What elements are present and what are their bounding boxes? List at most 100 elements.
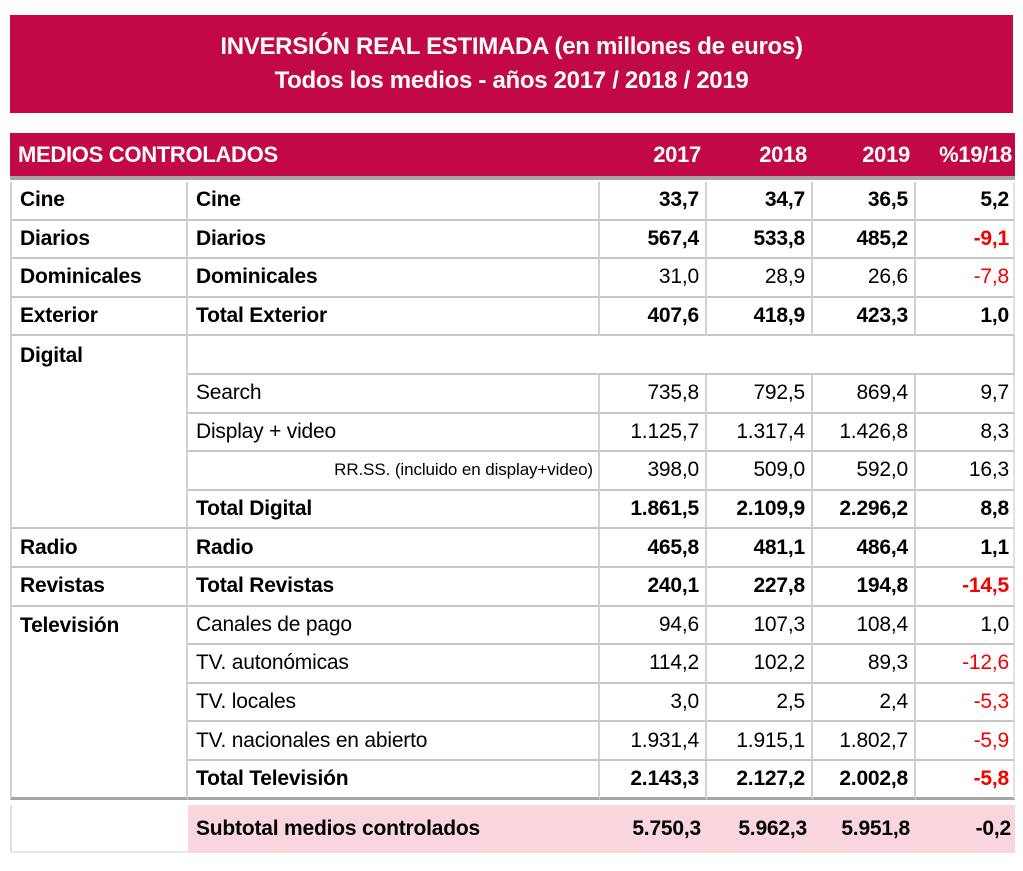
value-2019-cell: 89,3 xyxy=(813,645,916,684)
value-2018-cell: 481,1 xyxy=(707,529,813,568)
pct-cell: -12,6 xyxy=(916,645,1015,684)
category-cell: Dominicales xyxy=(10,259,188,298)
value-2019-cell: 2.296,2 xyxy=(813,490,916,530)
report-title-line1: INVERSIÓN REAL ESTIMADA (en millones de … xyxy=(220,33,803,60)
value-2018-cell: 28,9 xyxy=(707,259,813,298)
category-cell xyxy=(10,452,188,491)
table-row: TV. nacionales en abierto 1.931,4 1.915,1 1… xyxy=(10,722,1015,761)
value-2017-cell: 735,8 xyxy=(600,374,707,414)
value-2018-cell: 792,5 xyxy=(707,374,813,414)
concept-cell: TV. nacionales en abierto xyxy=(188,722,600,761)
value-2017-cell: 94,6 xyxy=(600,606,707,646)
category-cell: Revistas xyxy=(10,567,188,607)
report-title-banner: INVERSIÓN REAL ESTIMADA (en millones de … xyxy=(10,15,1013,113)
value-2018-cell: 2.127,2 xyxy=(707,760,813,800)
value-2018-cell: 418,9 xyxy=(707,297,813,337)
value-2019-cell: 486,4 xyxy=(813,529,916,568)
value-2018-cell: 509,0 xyxy=(707,452,813,491)
data-table: Cine Cine 33,7 34,7 36,5 5,2 Diarios Diarios 567… xyxy=(10,182,1015,800)
table-row: Exterior Total Exterior 407,6 418,9 423,3 1,0 xyxy=(10,297,1015,337)
concept-cell: Total Digital xyxy=(188,490,600,530)
category-cell xyxy=(10,722,188,761)
value-2018-cell: 533,8 xyxy=(707,220,813,260)
concept-cell: Radio xyxy=(188,529,600,568)
value-2017-cell: 1.931,4 xyxy=(600,722,707,761)
subtotal-value-2019: 5.951,8 xyxy=(813,804,916,853)
category-cell xyxy=(10,645,188,684)
table-row: TV. locales 3,0 2,5 2,4 -5,3 xyxy=(10,683,1015,723)
value-2019-cell: 26,6 xyxy=(813,259,916,298)
category-cell xyxy=(10,374,188,414)
category-cell xyxy=(10,413,188,453)
value-2018-cell: 1.915,1 xyxy=(707,722,813,761)
value-2019-cell: 2,4 xyxy=(813,683,916,723)
table-row: Diarios Diarios 567,4 533,8 485,2 -9,1 xyxy=(10,220,1015,260)
value-2019-cell: 869,4 xyxy=(813,374,916,414)
value-2018-cell: 102,2 xyxy=(707,645,813,684)
value-2019-cell: 194,8 xyxy=(813,567,916,607)
value-2017-cell: 1.861,5 xyxy=(600,490,707,530)
concept-cell: RR.SS. (incluido en display+video) xyxy=(188,452,600,491)
subtotal-label-cell: Subtotal medios controlados xyxy=(188,804,600,853)
pct-cell: -5,8 xyxy=(916,760,1015,800)
value-2017-cell: 31,0 xyxy=(600,259,707,298)
value-2017-cell: 1.125,7 xyxy=(600,413,707,453)
column-header-pct-19-18: %19/18 xyxy=(939,141,1012,167)
pct-cell: 1,0 xyxy=(916,297,1015,337)
value-2018-cell: 227,8 xyxy=(707,567,813,607)
table-row: Dominicales Dominicales 31,0 28,9 26,6 -7,8 xyxy=(10,259,1015,298)
value-2017-cell: 2.143,3 xyxy=(600,760,707,800)
pct-cell: 8,3 xyxy=(916,413,1015,453)
value-2018-cell: 2,5 xyxy=(707,683,813,723)
subtotal-pct: -0,2 xyxy=(916,804,1015,853)
value-2017-cell: 398,0 xyxy=(600,452,707,491)
concept-cell: Total Televisión xyxy=(188,760,600,800)
category-cell: Digital xyxy=(10,336,188,375)
pct-cell: -9,1 xyxy=(916,220,1015,260)
concept-cell: Canales de pago xyxy=(188,606,600,646)
empty-cell xyxy=(188,336,1015,375)
pct-cell: -14,5 xyxy=(916,567,1015,607)
concept-cell: Dominicales xyxy=(188,259,600,298)
concept-cell: Total Exterior xyxy=(188,297,600,337)
concept-cell: Search xyxy=(188,374,600,414)
value-2019-cell: 1.802,7 xyxy=(813,722,916,761)
table-row: Radio Radio 465,8 481,1 486,4 1,1 xyxy=(10,529,1015,568)
category-cell xyxy=(10,490,188,530)
table-row: Total Digital 1.861,5 2.109,9 2.296,2 8,8 xyxy=(10,490,1015,530)
pct-cell: 8,8 xyxy=(916,490,1015,530)
category-cell: Radio xyxy=(10,529,188,568)
concept-cell: Display + video xyxy=(188,413,600,453)
category-cell: Cine xyxy=(10,182,188,221)
value-2017-cell: 33,7 xyxy=(600,182,707,221)
concept-cell: TV. locales xyxy=(188,683,600,723)
subtotal-value-2018: 5.962,3 xyxy=(707,804,813,853)
table-row: Revistas Total Revistas 240,1 227,8 194,8 -14… xyxy=(10,567,1015,607)
subtotal-value-2017: 5.750,3 xyxy=(600,804,707,853)
value-2017-cell: 3,0 xyxy=(600,683,707,723)
value-2018-cell: 1.317,4 xyxy=(707,413,813,453)
category-cell xyxy=(10,683,188,723)
pct-cell: -7,8 xyxy=(916,259,1015,298)
report-page: INVERSIÓN REAL ESTIMADA (en millones de … xyxy=(10,15,1015,853)
concept-cell: TV. autonómicas xyxy=(188,645,600,684)
subtotal-row: Subtotal medios controlados 5.750,3 5.96… xyxy=(10,804,1015,853)
table-row: TV. autonómicas 114,2 102,2 89,3 -12,6 xyxy=(10,645,1015,684)
value-2019-cell: 1.426,8 xyxy=(813,413,916,453)
table-header-label: MEDIOS CONTROLADOS xyxy=(18,141,278,167)
value-2017-cell: 240,1 xyxy=(600,567,707,607)
table-header-row: MEDIOS CONTROLADOS 2017 2018 2019 %19/18 xyxy=(10,133,1015,180)
table-row: Televisión Canales de pago 94,6 107,3 108,4 1… xyxy=(10,606,1015,646)
pct-cell: 16,3 xyxy=(916,452,1015,491)
pct-cell: 5,2 xyxy=(916,182,1015,221)
pct-cell: 1,1 xyxy=(916,529,1015,568)
table-row: Display + video 1.125,7 1.317,4 1.426,8 8,3 xyxy=(10,413,1015,453)
pct-cell: -5,3 xyxy=(916,683,1015,723)
column-header-2018: 2018 xyxy=(759,141,807,167)
value-2017-cell: 465,8 xyxy=(600,529,707,568)
pct-cell: -5,9 xyxy=(916,722,1015,761)
value-2017-cell: 407,6 xyxy=(600,297,707,337)
concept-cell: Cine xyxy=(188,182,600,221)
subtotal-spacer-cell xyxy=(10,804,188,853)
table-row: Search 735,8 792,5 869,4 9,7 xyxy=(10,374,1015,414)
